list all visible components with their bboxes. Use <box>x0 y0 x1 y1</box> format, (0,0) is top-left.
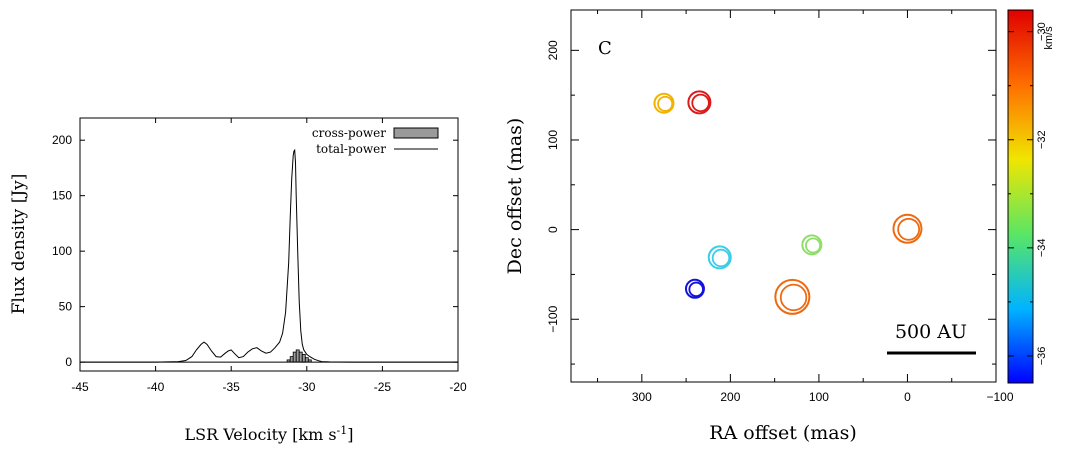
spectrum-plot-frame <box>79 117 459 372</box>
spectrum-x-tick-label: -40 <box>147 380 165 394</box>
maser-spot-inner-ring <box>657 95 674 112</box>
maser-spot <box>707 245 732 270</box>
map-x-ticks: 300 200 100 0 −100 <box>597 10 1014 404</box>
maser-spots <box>653 90 923 315</box>
spectrum-x-tick-label: -45 <box>71 380 89 394</box>
spectrum-legend: cross-power total-power <box>312 126 439 156</box>
maser-spot-outer-ring <box>774 278 811 315</box>
spectrum-y-tick-label: 150 <box>52 189 72 203</box>
maser-spot-outer-ring <box>687 90 712 115</box>
maser-spot <box>774 278 811 315</box>
map-y-tick-label: 200 <box>546 40 560 60</box>
map-x-tick-label: −100 <box>986 390 1013 404</box>
maser-spot-outer-ring <box>707 245 732 270</box>
map-y-tick-label: −100 <box>546 305 560 332</box>
map-y-axis-label: Dec offset (mas) <box>504 118 526 275</box>
maser-spot-inner-ring <box>805 237 822 254</box>
map-x-tick-label: 200 <box>720 390 740 404</box>
x-label-main: LSR Velocity [km s <box>184 425 336 444</box>
spectrum-panel: -45 -40 -35 -30 -25 -20 0 50 100 150 200 cross-po… <box>9 117 467 444</box>
map-y-tick-label: 0 <box>546 226 560 233</box>
scale-bar-label: 500 AU <box>895 321 967 343</box>
x-label-sup: -1 <box>337 424 348 437</box>
maser-spot-outer-ring <box>801 234 823 256</box>
maser-spot <box>684 278 705 299</box>
maser-spot-outer-ring <box>653 92 675 114</box>
total-power-line <box>80 148 458 363</box>
maser-spot <box>653 92 675 114</box>
spectrum-y-tick-label: 100 <box>52 244 72 258</box>
maser-spot <box>687 90 712 115</box>
x-label-end: ] <box>347 425 353 444</box>
spectrum-y-tick-label: 50 <box>59 300 73 314</box>
map-panel: 300 200 100 0 −100 −100 0 100 200 C 500 AU Dec … <box>504 9 1055 444</box>
legend-label-cross-power: cross-power <box>312 126 386 140</box>
maser-spot-inner-ring <box>711 248 731 268</box>
maser-spot-inner-ring <box>779 283 808 312</box>
map-x-tick-label: 0 <box>904 390 911 404</box>
colorbar-gradient <box>1007 9 1034 384</box>
spectrum-x-tick-label: -35 <box>223 380 241 394</box>
cross-power-bar <box>301 353 306 363</box>
legend-label-total-power: total-power <box>316 142 386 156</box>
map-panel-label: C <box>598 38 612 59</box>
cross-power-bars <box>286 349 312 363</box>
spectrum-x-ticks: -45 -40 -35 -30 -25 -20 <box>71 118 467 394</box>
spectrum-x-tick-label: -20 <box>449 380 467 394</box>
maser-spot-outer-ring <box>892 213 923 244</box>
maser-spot-inner-ring <box>691 93 710 113</box>
map-y-ticks: −100 0 100 200 <box>546 40 996 365</box>
colorbar-tick-label: −36 <box>1036 347 1048 366</box>
spectrum-x-tick-label: -30 <box>298 380 316 394</box>
colorbar-tick-label: −30 <box>1036 22 1048 41</box>
map-x-tick-label: 300 <box>632 390 652 404</box>
maser-spot <box>801 234 823 256</box>
maser-spot <box>892 213 923 244</box>
map-x-tick-label: 100 <box>809 390 829 404</box>
scale-bar: 500 AU <box>887 321 976 355</box>
spectrum-x-tick-label: -25 <box>374 380 392 394</box>
spectrum-y-tick-label: 0 <box>65 355 72 369</box>
colorbar-tick-label: −34 <box>1036 239 1048 258</box>
colorbar-unit-label: km/s <box>1043 26 1055 50</box>
cross-power-bar <box>292 351 297 363</box>
spectrum-y-ticks: 0 50 100 150 200 <box>52 133 458 369</box>
maser-spot-inner-ring <box>897 217 921 241</box>
maser-spot-inner-ring <box>688 281 704 298</box>
cross-power-bar <box>298 351 303 363</box>
spectrum-y-axis-label: Flux density [Jy] <box>9 174 29 315</box>
colorbar-ticks: −30 −32 −34 −36 <box>1008 22 1048 365</box>
cross-power-bar <box>304 357 309 363</box>
velocity-colorbar: −30 −32 −34 −36 km/s <box>1007 9 1055 384</box>
spectrum-x-axis-label: LSR Velocity [km s-1] <box>184 424 353 444</box>
cross-power-bar <box>289 356 294 363</box>
spectrum-y-tick-label: 200 <box>52 133 72 147</box>
map-x-axis-label: RA offset (mas) <box>709 422 857 444</box>
map-y-tick-label: 100 <box>546 130 560 150</box>
cross-power-bar <box>295 349 300 363</box>
map-plot-frame <box>570 9 997 383</box>
legend-swatch-cross-power <box>393 127 439 139</box>
colorbar-tick-label: −32 <box>1036 130 1048 149</box>
maser-spot-outer-ring <box>684 278 705 299</box>
